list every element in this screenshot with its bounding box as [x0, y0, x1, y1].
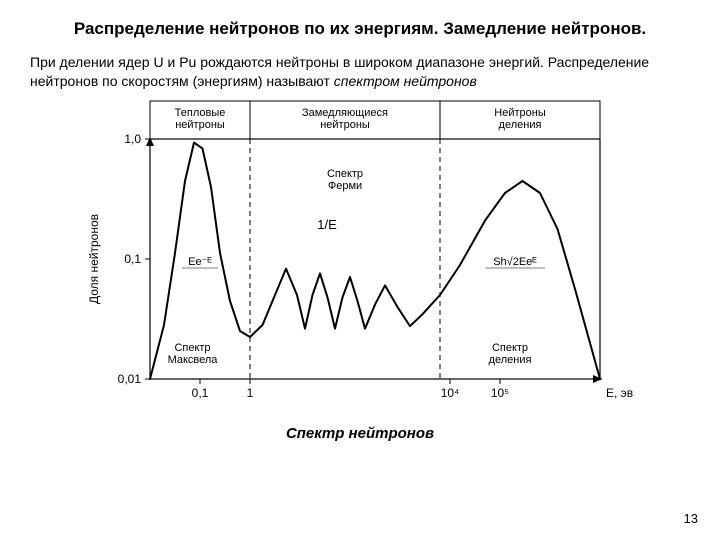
- svg-text:Спектр: Спектр: [174, 342, 210, 354]
- svg-text:10⁴: 10⁴: [441, 386, 460, 400]
- svg-text:Тепловые: Тепловые: [175, 107, 226, 119]
- svg-text:Максвела: Максвела: [168, 354, 219, 366]
- svg-text:Доля нейтронов: Доля нейтронов: [87, 214, 101, 304]
- svg-text:Замедляющиеся: Замедляющиеся: [302, 107, 388, 119]
- neutron-spectrum-chart: ТепловыенейтроныЗамедляющиесянейтроныНей…: [80, 99, 640, 419]
- svg-text:Ee⁻ᴱ: Ee⁻ᴱ: [188, 256, 212, 268]
- svg-text:деления: деления: [489, 354, 532, 366]
- svg-text:E, эв: E, эв: [606, 386, 633, 400]
- page: Распределение нейтронов по их энергиям. …: [0, 0, 720, 540]
- svg-text:Спектр: Спектр: [327, 168, 363, 180]
- svg-text:1: 1: [247, 386, 254, 400]
- svg-text:0,1: 0,1: [192, 386, 209, 400]
- svg-text:нейтроны: нейтроны: [320, 119, 370, 131]
- svg-text:1,0: 1,0: [124, 132, 141, 146]
- page-number: 13: [684, 511, 698, 526]
- svg-text:Ферми: Ферми: [328, 180, 362, 192]
- svg-text:Спектр: Спектр: [492, 342, 528, 354]
- body-text: При делении ядер U и Pu рождаются нейтро…: [30, 53, 690, 91]
- svg-text:0,01: 0,01: [118, 372, 142, 386]
- svg-text:деления: деления: [499, 119, 542, 131]
- svg-text:10⁵: 10⁵: [491, 386, 509, 400]
- chart-caption: Спектр нейтронов: [30, 425, 690, 442]
- svg-text:0,1: 0,1: [124, 252, 141, 266]
- svg-text:Нейтроны: Нейтроны: [494, 107, 546, 119]
- body-italic: спектром нейтронов: [334, 73, 477, 89]
- page-title: Распределение нейтронов по их энергиям. …: [30, 18, 690, 39]
- svg-text:нейтроны: нейтроны: [175, 119, 225, 131]
- svg-text:Sh√2Eeᴱ: Sh√2Eeᴱ: [493, 256, 537, 268]
- svg-text:1/E: 1/E: [317, 217, 337, 232]
